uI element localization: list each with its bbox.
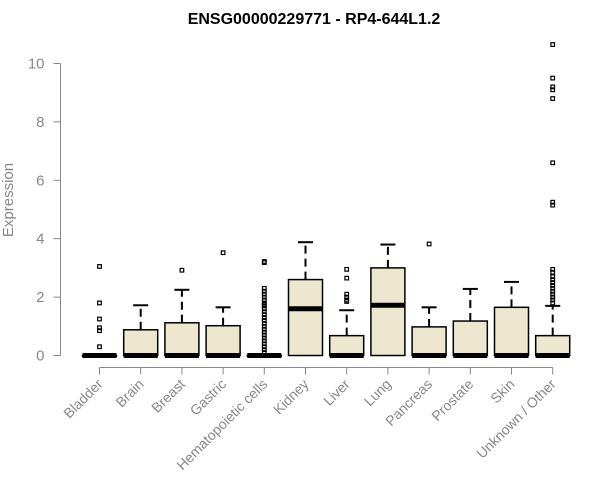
outlier-point — [261, 320, 267, 326]
outlier-point — [344, 275, 350, 281]
y-tick-label: 10 — [28, 56, 45, 73]
box — [164, 322, 200, 357]
outlier-point — [261, 260, 267, 266]
outlier-point — [550, 280, 556, 285]
outlier-point — [550, 274, 556, 280]
x-tick-label: Liver — [320, 376, 353, 409]
box-group-liver — [328, 266, 365, 358]
outlier-point — [550, 269, 556, 275]
outlier-point — [550, 266, 556, 272]
outlier-point — [97, 325, 102, 331]
outlier-point — [261, 297, 267, 303]
box-group-bladder — [81, 264, 118, 358]
outlier-point — [344, 299, 350, 304]
outlier-point — [261, 315, 267, 320]
outlier-point — [550, 277, 556, 282]
x-tick-label: Bladder — [60, 376, 106, 422]
outlier-point — [261, 350, 267, 355]
x-tick-label: Skin — [487, 376, 518, 407]
outlier-point — [550, 87, 556, 93]
box — [287, 278, 324, 357]
plot-area — [81, 42, 571, 358]
outlier-point — [97, 328, 102, 334]
box-group-skin — [493, 280, 530, 358]
outlier-point — [261, 335, 267, 341]
outlier-point — [550, 42, 556, 47]
box — [370, 267, 406, 357]
outlier-point — [220, 250, 226, 256]
outlier-point — [261, 318, 267, 323]
x-tick-label: Kidney — [270, 376, 312, 418]
y-tick-label: 4 — [36, 231, 44, 248]
outlier-point — [426, 241, 432, 247]
y-axis: 0 2 4 6 8 10 — [28, 56, 61, 365]
outlier-point — [97, 316, 102, 322]
box-group-breast — [164, 267, 200, 358]
outlier-point — [261, 309, 267, 315]
box — [452, 320, 489, 357]
outlier-point — [97, 344, 102, 350]
y-tick-label: 2 — [36, 289, 44, 306]
outlier-point — [261, 285, 267, 291]
outlier-point — [261, 332, 267, 338]
x-tick-label: Breast — [148, 376, 188, 416]
box-group-lung — [370, 243, 406, 357]
outlier-point — [261, 288, 267, 294]
outlier-point — [344, 294, 350, 300]
outlier-point — [97, 264, 102, 269]
y-tick-label: 6 — [36, 172, 44, 189]
x-tick-label: Brain — [112, 376, 146, 410]
box — [534, 334, 571, 357]
outlier-point — [179, 267, 185, 273]
outlier-point — [261, 344, 267, 350]
y-tick-label: 8 — [36, 114, 44, 131]
x-tick-label: Lung — [361, 376, 394, 409]
box — [411, 326, 447, 357]
box — [122, 329, 159, 357]
chart-title: ENSG00000229771 - RP4-644L1.2 — [188, 11, 441, 28]
box-group-hematopoietic-cells — [246, 259, 283, 358]
outlier-point — [261, 347, 267, 353]
box — [328, 334, 365, 357]
outlier-point — [550, 75, 556, 81]
outlier-point — [550, 84, 556, 90]
outlier-point — [261, 329, 267, 335]
outlier-point — [261, 306, 267, 312]
outlier-point — [261, 323, 267, 329]
outlier-point — [261, 312, 267, 318]
outlier-point — [550, 285, 556, 291]
outlier-point — [550, 202, 556, 208]
outlier-point — [550, 160, 556, 166]
outlier-point — [261, 326, 267, 332]
outlier-point — [550, 283, 556, 288]
outlier-point — [550, 291, 556, 297]
x-tick-label: Prostate — [428, 376, 476, 424]
outlier-point — [550, 297, 556, 303]
box — [205, 324, 241, 357]
y-tick-label: 0 — [36, 348, 44, 365]
outlier-point — [344, 266, 350, 272]
y-axis-label: Expression — [0, 163, 17, 237]
outlier-point — [550, 199, 556, 205]
outlier-point — [550, 96, 556, 101]
box-group-gastric — [205, 250, 241, 358]
outlier-point — [344, 291, 350, 297]
box-group-kidney — [287, 241, 324, 357]
outlier-point — [261, 303, 267, 309]
box-group-unknown-other — [534, 42, 571, 358]
outlier-point — [261, 291, 267, 297]
box — [493, 306, 530, 357]
outlier-point — [261, 341, 267, 347]
outlier-point — [550, 300, 556, 306]
box-group-pancreas — [411, 241, 447, 358]
box-group-prostate — [452, 287, 489, 358]
outlier-point — [261, 338, 267, 344]
outlier-point — [550, 294, 556, 300]
outlier-point — [550, 288, 556, 294]
outlier-point — [97, 300, 102, 306]
box-group-brain — [122, 304, 159, 358]
outlier-point — [261, 294, 267, 300]
